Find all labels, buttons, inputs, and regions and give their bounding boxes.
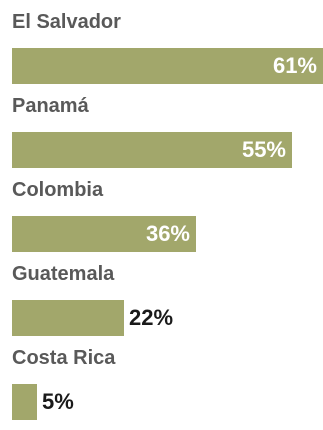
bar: [12, 384, 37, 420]
value-label: 22%: [129, 305, 174, 330]
bar: [12, 132, 292, 168]
bar: [12, 216, 196, 252]
category-label: Guatemala: [12, 263, 115, 285]
bar-row: Costa Rica 5%: [0, 346, 323, 430]
value-label: 55%: [241, 137, 286, 162]
category-label: Panamá: [12, 95, 89, 117]
bar-row: Guatemala 22%: [0, 262, 323, 346]
category-label: Colombia: [12, 179, 104, 201]
value-label: 61%: [272, 53, 317, 78]
category-label: El Salvador: [12, 11, 121, 33]
value-label: 36%: [145, 221, 190, 246]
bar-row: El Salvador 61%: [0, 10, 323, 94]
bar: [12, 300, 124, 336]
bar: [12, 48, 323, 84]
bar-row: Panamá 55%: [0, 94, 323, 178]
horizontal-bar-chart: El Salvador 61% Panamá 55% Colombia 36% Guatem…: [0, 10, 323, 420]
category-label: Costa Rica: [12, 347, 116, 369]
bar-row: Colombia 36%: [0, 178, 323, 262]
value-label: 5%: [42, 389, 74, 414]
